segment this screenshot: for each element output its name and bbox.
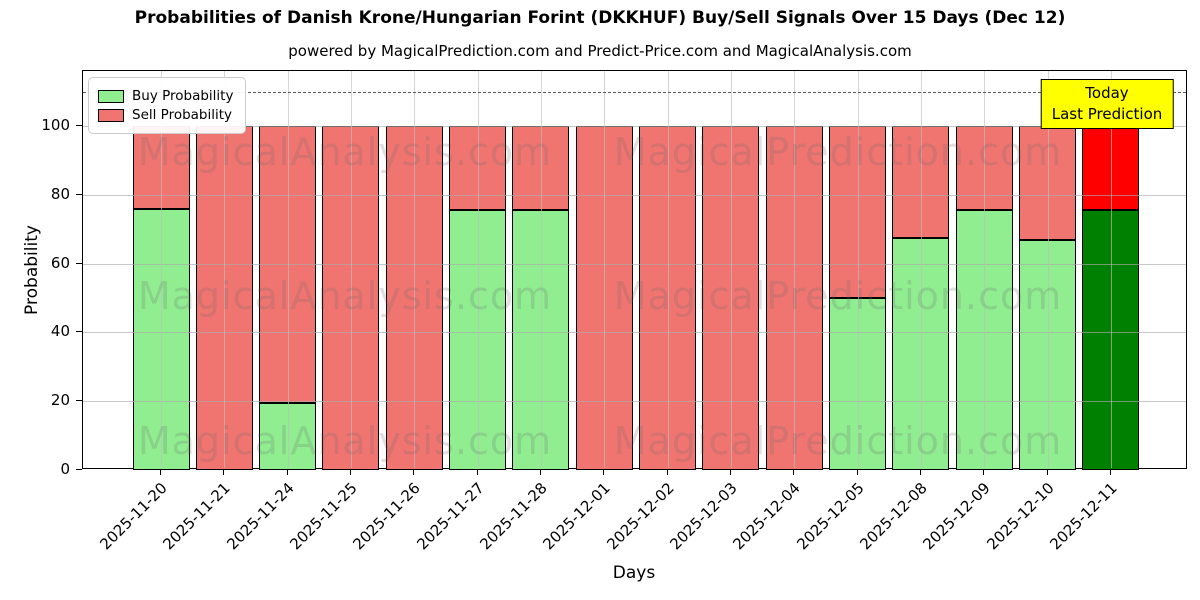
y-tick-label-60: 60 bbox=[50, 253, 70, 272]
watermark-text: MagicalPrediction.com bbox=[613, 274, 1063, 318]
x-tick-label-2025-11-25: 2025-11-25 bbox=[286, 479, 361, 554]
x-tick-label-2025-12-05: 2025-12-05 bbox=[792, 479, 868, 554]
x-tick bbox=[856, 469, 858, 475]
today-annotation: Today Last Prediction bbox=[1040, 79, 1174, 129]
plot-area bbox=[82, 70, 1187, 470]
x-tick bbox=[476, 469, 478, 475]
x-tick bbox=[413, 469, 415, 475]
v-gridline-2025-12-11 bbox=[1110, 71, 1112, 468]
x-tick bbox=[1109, 469, 1111, 475]
legend-label-buy: Buy Probability bbox=[132, 88, 234, 104]
v-gridline-2025-11-27 bbox=[477, 71, 479, 468]
x-tick-label-2025-12-03: 2025-12-03 bbox=[666, 479, 741, 554]
x-tick-label-2025-12-01: 2025-12-01 bbox=[539, 479, 615, 554]
watermark-text: MagicalPrediction.com bbox=[613, 419, 1063, 463]
v-gridline-2025-11-21 bbox=[224, 71, 226, 468]
v-gridline-2025-12-03 bbox=[730, 71, 732, 468]
h-gridline-20 bbox=[83, 401, 1186, 403]
v-gridline-2025-12-01 bbox=[604, 71, 606, 468]
y-tick-label-0: 0 bbox=[60, 460, 70, 478]
x-tick-label-2025-12-08: 2025-12-08 bbox=[856, 479, 931, 554]
y-tick-label-100: 100 bbox=[41, 116, 70, 135]
x-tick-label-2025-11-28: 2025-11-28 bbox=[476, 479, 551, 554]
y-tick bbox=[76, 193, 82, 195]
x-tick-label-2025-12-10: 2025-12-10 bbox=[982, 479, 1058, 554]
legend-item-buy: Buy Probability bbox=[98, 88, 233, 104]
h-gridline-100 bbox=[83, 126, 1186, 128]
x-tick-label-2025-11-21: 2025-11-21 bbox=[159, 479, 235, 554]
watermark-text: MagicalAnalysis.com bbox=[137, 130, 553, 174]
x-tick bbox=[223, 469, 225, 475]
x-tick-label-2025-12-09: 2025-12-09 bbox=[919, 479, 995, 554]
x-axis-label: Days bbox=[612, 563, 656, 583]
v-gridline-2025-12-10 bbox=[1047, 71, 1049, 468]
x-tick-label-2025-11-20: 2025-11-20 bbox=[96, 479, 171, 554]
v-gridline-2025-11-20 bbox=[161, 71, 162, 468]
x-tick bbox=[349, 469, 351, 475]
y-tick bbox=[76, 400, 82, 402]
v-gridline-2025-12-04 bbox=[794, 71, 796, 468]
v-gridline-2025-11-25 bbox=[350, 71, 352, 468]
h-gridline-60 bbox=[83, 263, 1186, 265]
legend-label-sell: Sell Probability bbox=[132, 107, 233, 123]
legend: Buy Probability Sell Probability bbox=[88, 77, 247, 134]
x-tick bbox=[1046, 469, 1048, 475]
x-tick-label-2025-11-24: 2025-11-24 bbox=[223, 479, 298, 554]
buy-swatch bbox=[98, 89, 124, 103]
x-tick bbox=[666, 469, 668, 475]
today-annotation-line2: Last Prediction bbox=[1051, 105, 1163, 123]
watermark-text: MagicalAnalysis.com bbox=[137, 274, 553, 318]
x-tick-label-2025-12-11: 2025-12-11 bbox=[1046, 479, 1121, 554]
chart-subtitle: powered by MagicalPrediction.com and Pre… bbox=[288, 42, 912, 60]
v-gridline-2025-12-08 bbox=[920, 71, 922, 468]
y-tick bbox=[76, 331, 82, 333]
x-tick bbox=[919, 469, 921, 475]
v-gridline-2025-12-09 bbox=[984, 71, 986, 468]
dashed-threshold-line bbox=[83, 91, 1186, 93]
h-gridline-40 bbox=[83, 332, 1186, 334]
y-tick-label-80: 80 bbox=[50, 184, 70, 203]
chart-title: Probabilities of Danish Krone/Hungarian … bbox=[134, 8, 1066, 28]
x-tick-label-2025-12-04: 2025-12-04 bbox=[729, 479, 805, 554]
v-gridline-2025-12-05 bbox=[857, 71, 859, 468]
x-tick-label-2025-11-27: 2025-11-27 bbox=[412, 479, 488, 554]
y-tick bbox=[76, 125, 82, 127]
v-gridline-2025-12-02 bbox=[667, 71, 669, 468]
sell-swatch bbox=[98, 108, 124, 122]
x-tick bbox=[160, 469, 161, 475]
x-tick-label-2025-11-26: 2025-11-26 bbox=[349, 479, 425, 554]
x-tick bbox=[603, 469, 605, 475]
v-gridline-2025-11-26 bbox=[414, 71, 416, 468]
today-annotation-line1: Today bbox=[1085, 84, 1129, 102]
y-tick bbox=[76, 469, 82, 470]
x-tick bbox=[729, 469, 731, 475]
v-gridline-2025-11-28 bbox=[540, 71, 542, 468]
legend-item-sell: Sell Probability bbox=[98, 107, 233, 123]
h-gridline-80 bbox=[83, 194, 1186, 196]
y-tick-label-40: 40 bbox=[50, 322, 70, 341]
y-tick bbox=[76, 262, 82, 264]
v-gridline-2025-11-24 bbox=[287, 71, 289, 468]
y-tick-label-20: 20 bbox=[50, 391, 70, 410]
x-tick bbox=[286, 469, 288, 475]
x-tick bbox=[539, 469, 541, 475]
watermark-text: MagicalAnalysis.com bbox=[137, 419, 553, 463]
x-tick bbox=[793, 469, 795, 475]
x-tick bbox=[983, 469, 985, 475]
watermark-text: MagicalPrediction.com bbox=[613, 130, 1063, 174]
